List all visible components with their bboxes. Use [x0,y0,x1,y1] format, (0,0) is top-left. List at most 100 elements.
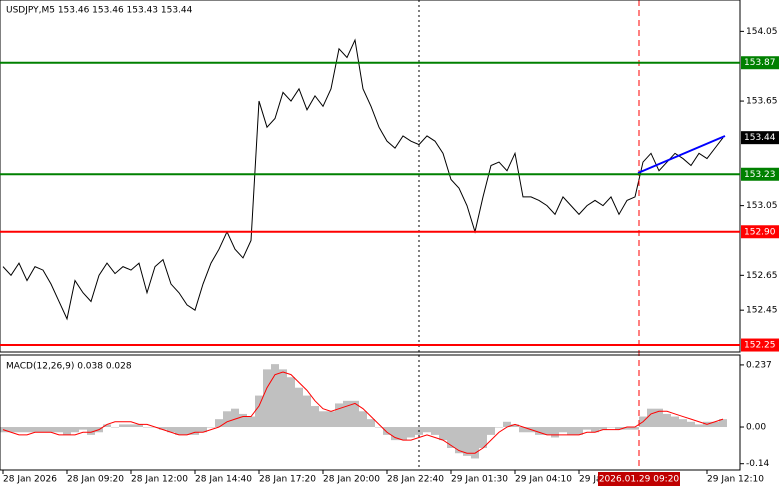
x-tick-label: 28 Jan 17:20 [259,475,316,485]
macd-bar [295,387,303,428]
level-box [741,56,779,70]
macd-bar [519,427,527,433]
macd-bar [423,427,431,433]
y-tick-label: -0.14 [746,459,770,469]
macd-bar [623,427,631,430]
macd-bar [143,427,151,428]
macd-bar [207,427,215,428]
macd-bar [319,411,327,428]
x-tick-label: 28 Jan 14:40 [195,475,252,485]
last-price-label: 153.44 [744,133,776,143]
y-tick-label: 154.05 [746,27,778,37]
macd-bar [183,427,191,435]
y-tick-label: 153.05 [746,201,778,211]
macd-bar [223,411,231,428]
y-tick-label: 0.00 [746,423,766,433]
last-price-box [741,131,779,145]
macd-bar [15,427,23,433]
x-tick-label: 28 Jan 2026 [3,475,57,485]
crosshair-box [598,472,680,486]
macd-bar [359,411,367,428]
price-line [2,38,724,321]
macd-bar [103,424,111,428]
macd-bar [383,427,391,435]
macd-bar [175,427,183,435]
macd-bar [327,411,335,428]
macd-bar [503,421,511,428]
macd-bar [215,419,223,428]
macd-bar [607,427,615,428]
macd-bar [543,427,551,435]
macd-bar [167,427,175,433]
macd-bar [655,408,663,428]
macd-bar [647,408,655,428]
macd-bar [479,427,487,448]
macd-bar [199,427,207,433]
macd-bar [591,427,599,433]
macd-bar [55,427,63,433]
macd-bar [631,427,639,430]
macd-bar [287,377,295,428]
y-tick-label: 153.65 [746,97,778,107]
macd-bar [575,427,583,435]
signal-line [2,371,724,454]
macd-bar [47,427,55,433]
macd-bar [695,424,703,428]
macd-bar [431,427,439,435]
crosshair-label: 2026.01.29 09:20 [599,475,680,485]
level-box [741,167,779,181]
plot-layer [0,38,727,459]
macd-bar [439,427,447,441]
macd-bar [367,419,375,428]
x-tick-label: 28 Jan 20:00 [323,475,380,485]
x-tick-label: 28 Jan 09:20 [67,475,124,485]
macd-bar [135,424,143,428]
macd-bar [567,427,575,435]
level-label: 152.25 [744,341,776,351]
macd-bar [447,427,455,448]
x-tick-label: 29 Jan 12:10 [707,475,764,485]
macd-bar [39,427,47,433]
macd-frame [0,354,741,471]
y-tick-label: 152.45 [746,306,778,316]
y-tick-label: 152.65 [746,271,778,281]
level-label: 153.23 [744,170,776,180]
macd-bar [263,369,271,428]
macd-bar [463,427,471,456]
x-tick-label: 28 Jan 22:40 [387,475,444,485]
x-tick-label: 28 Jan 12:00 [131,475,188,485]
macd-bar [239,413,247,428]
level-label: 153.87 [744,58,776,68]
macd-bar [663,413,671,428]
macd-bar [583,427,591,430]
macd-bar [271,364,279,428]
price-frame [0,0,741,353]
macd-bar [159,427,167,430]
macd-bar [79,427,87,430]
y-tick-label: 0.237 [746,360,772,370]
x-tick-label: 29 Jan 04:10 [515,475,572,485]
macd-bar [71,427,79,433]
macd-bar [7,427,15,433]
macd-bar [455,427,463,454]
level-box [741,338,779,352]
macd-bar [399,427,407,441]
price-title: USDJPY,M5 153.46 153.46 153.43 153.44 [6,6,193,16]
macd-bar [191,427,199,435]
macd-bar [711,421,719,428]
macd-bar [407,427,415,438]
macd-bar [343,400,351,428]
macd-bar [247,416,255,428]
trend-line [637,135,726,174]
level-box [741,225,779,239]
macd-bar [119,424,127,428]
macd-bar [535,427,543,435]
macd-bar [231,408,239,428]
macd-bar [495,427,503,428]
macd-bar [687,421,695,428]
macd-bar [551,427,559,438]
macd-bar [255,395,263,428]
macd-bar [111,427,119,428]
